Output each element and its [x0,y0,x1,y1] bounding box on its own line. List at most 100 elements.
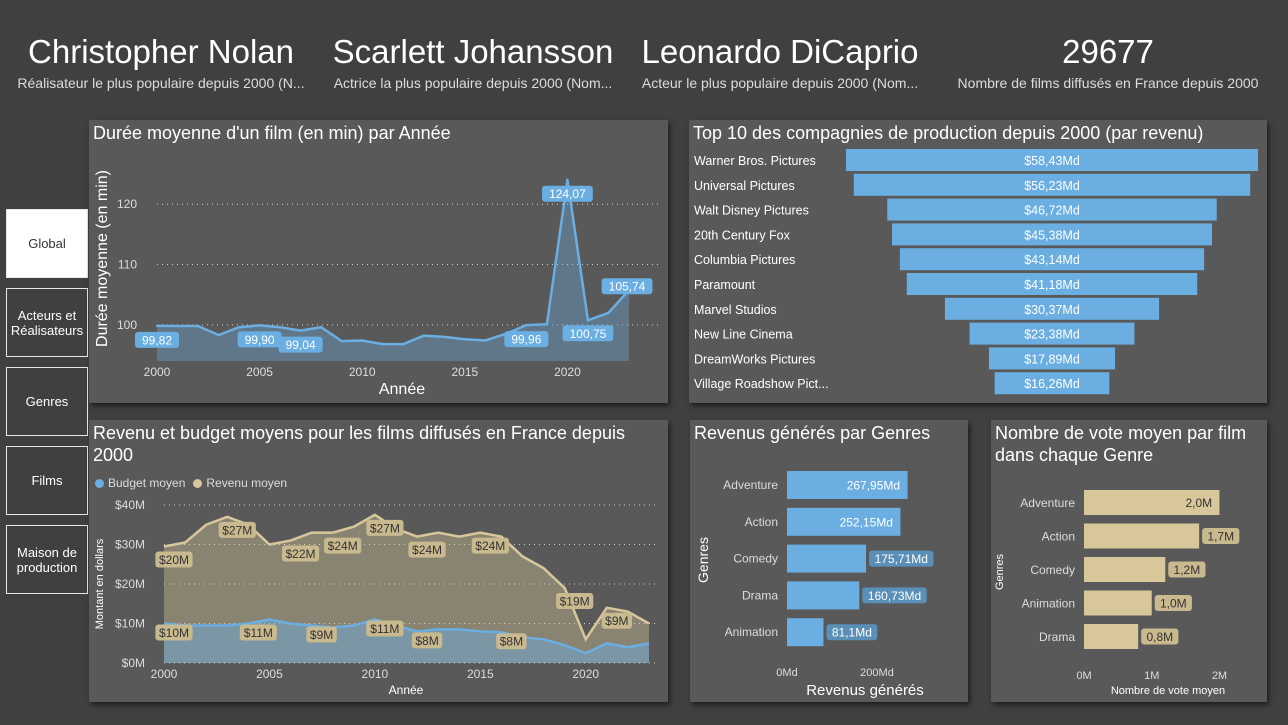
y-tick-label: 100 [117,318,137,332]
x-tick-label: 2M [1212,670,1227,682]
duration-point [607,311,610,314]
company-label: Warner Bros. Pictures [694,154,816,168]
nav-actors-directors[interactable]: Acteurs et Réalisateurs [6,288,88,357]
duration-point [176,324,179,328]
revenue-budget-panel: Revenu et budget moyens pour les films d… [89,420,668,702]
budget-data-label-bg [366,620,404,637]
nav-films[interactable]: Films [6,446,88,515]
company-value-label: $56,23Md [1024,179,1080,193]
genre-label: Animation [1022,597,1075,611]
nav-global[interactable]: Global [6,209,88,278]
kpi-actress: Scarlett Johansson Actrice la plus popul… [322,30,624,100]
genre-label: Action [1042,530,1075,544]
kpi-label: Actrice la plus populaire depuis 2000 (N… [333,75,613,91]
x-tick-label: 2020 [572,667,599,681]
x-tick-label: 2000 [151,667,178,681]
company-value-label: $45,38Md [1024,228,1080,242]
genre-revenue-chart: Adventure 267,95Md Action 252,15Md Comedy 175… [695,471,934,699]
duration-data-label: 99,96 [511,333,541,347]
budget-data-label-bg [496,633,527,650]
nav-production-houses[interactable]: Maison de production [6,525,88,594]
duration-point [217,333,220,337]
legend-label-revenue: Revenu moyen [206,476,288,490]
genre-revenue-data-label-bg [869,550,934,567]
company-label: New Line Cinema [694,328,793,342]
duration-point [566,178,569,181]
budget-line [163,618,650,655]
kpi-label: Nombre de films diffusés en France depui… [957,75,1259,91]
duration-point [545,323,549,326]
genre-label: Adventure [723,478,778,492]
budget-data-label: $8M [500,635,523,649]
revenue-budget-legend: Budget moyen Revenu moyen [95,476,287,490]
genre-votes-data-label-bg [1180,494,1218,511]
revenue-data-label-bg [281,545,320,562]
genre-votes-data-label: 0,8M [1146,630,1173,644]
revenue-data-label-bg [155,551,193,568]
genre-revenue-data-label: 81,1Md [832,626,872,640]
budget-data-label-bg [411,632,443,649]
genre-revenue-data-label: 252,15Md [840,515,893,529]
nav-genres[interactable]: Genres [6,367,88,436]
duration-data-label-bg [504,331,549,348]
company-value-label: $46,72Md [1024,204,1080,218]
y-tick-label: 120 [117,197,137,211]
duration-point [402,342,405,346]
genre-votes-bar [1084,523,1200,549]
duration-line [156,179,630,346]
genre-revenue-data-label-bg [834,513,899,530]
y-tick-label: $0M [122,656,145,670]
budget-area [164,619,649,663]
kpi-label: Réalisateur le plus populaire depuis 200… [17,75,305,91]
x-tick-label: 2000 [144,365,171,379]
company-bar [853,173,1251,196]
genre-label: Adventure [1020,496,1075,510]
revenue-data-label: $27M [222,523,252,537]
company-label: 20th Century Fox [694,228,791,242]
genre-votes-bar [1084,557,1166,582]
duration-panel: Durée moyenne d'un film (en min) par Ann… [89,120,668,403]
x-tick-label: 2015 [467,667,494,681]
genre-revenue-panel: Revenus générés par Genres Adventure 267,… [690,420,968,702]
genre-revenue-bar [787,581,860,610]
genre-revenue-data-label: 160,73Md [868,589,921,603]
y-tick-label: 110 [118,258,137,272]
genre-revenue-data-label: 175,71Md [875,552,928,566]
company-value-label: $43,14Md [1024,253,1080,267]
x-axis-label: Année [389,683,424,697]
duration-data-label: 105,74 [609,280,646,294]
kpi-value: Scarlett Johansson [332,33,614,70]
genre-label: Action [745,515,778,529]
revenue-data-label-bg [601,612,633,629]
genre-revenue-data-label-bg [841,477,906,493]
duration-data-label: 124,07 [549,187,586,201]
budget-data-label: $11M [244,626,273,640]
budget-data-label: $9M [310,628,333,642]
company-bar [906,273,1198,295]
duration-point [299,329,302,332]
genre-revenue-bar [787,544,867,573]
company-value-label: $23,38Md [1024,328,1080,342]
revenue-budget-chart: $0M $10M $20M $30M $40M 2000 2005 2010 2015 2020 A… [94,498,659,697]
duration-point [484,339,487,342]
duration-point [340,339,343,343]
y-tick-label: $40M [115,498,145,512]
legend-dot-revenue [193,478,203,488]
revenue-data-label: $9M [605,614,628,628]
genre-votes-data-label: 2,0M [1186,496,1213,510]
duration-point [422,334,425,337]
company-label: Columbia Pictures [694,253,795,267]
duration-data-label-bg [601,278,653,295]
budget-data-label: $8M [415,634,438,648]
x-axis-label: Année [379,381,425,398]
companies-chart: Warner Bros. Pictures $58,43Md Universal P… [694,149,1258,395]
duration-data-label: 99,04 [286,338,316,352]
company-label: Marvel Studios [694,303,777,317]
genre-votes-chart: Adventure 2,0M Action 1,7M Comedy 1,2M Animati… [994,490,1240,697]
companies-panel: Top 10 des compagnies de production depu… [689,120,1267,403]
y-tick-label: $20M [115,577,145,591]
company-value-label: $16,26Md [1024,377,1080,391]
revenue-data-label: $20M [159,553,189,567]
budget-data-label-bg [155,624,193,641]
company-bar [899,248,1205,271]
